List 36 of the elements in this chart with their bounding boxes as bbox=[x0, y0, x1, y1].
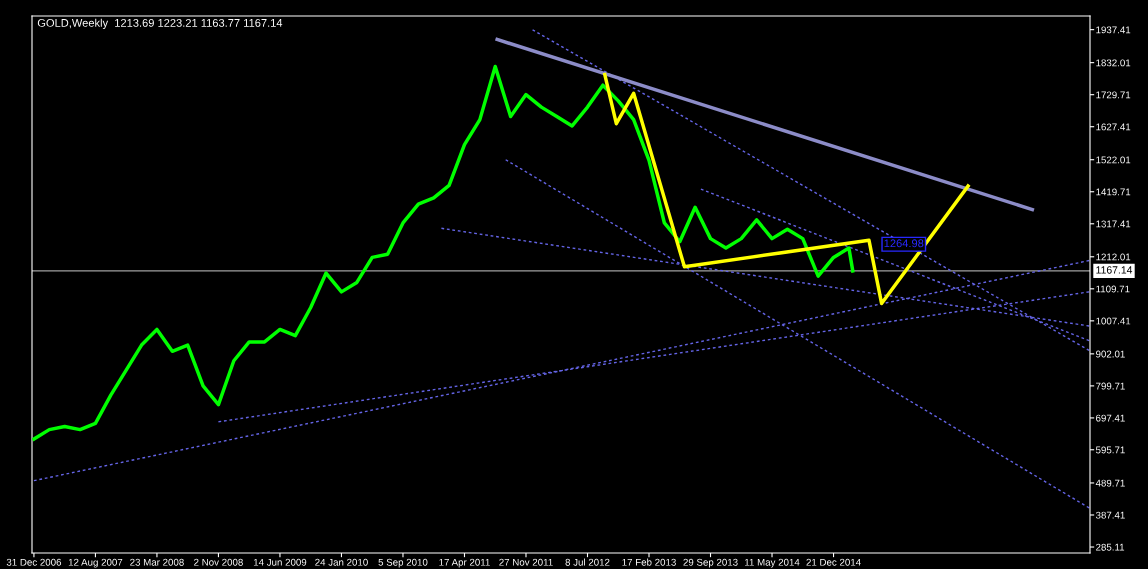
y-tick-label: 697.41 bbox=[1096, 414, 1125, 422]
y-tick-label: 1522.01 bbox=[1096, 156, 1131, 164]
x-tick-label: 2 Nov 2008 bbox=[194, 558, 243, 566]
y-tick-label: 902.01 bbox=[1096, 350, 1125, 358]
x-tick-label: 27 Nov 2011 bbox=[499, 558, 553, 566]
y-tick-label: 489.71 bbox=[1095, 479, 1125, 487]
y-tick-label: 1937.41 bbox=[1096, 26, 1131, 34]
y-tick-label: 1109.71 bbox=[1096, 285, 1130, 293]
ref-line-label: 1167.14 bbox=[1096, 266, 1133, 274]
annotation: 1264.98 bbox=[884, 239, 924, 248]
line-series bbox=[32, 64, 855, 441]
y-tick-label: 1729.71 bbox=[1096, 91, 1131, 99]
line-series bbox=[603, 72, 970, 306]
x-tick-label: 5 Sep 2010 bbox=[378, 558, 428, 568]
x-tick-label: 23 Mar 2008 bbox=[130, 558, 184, 566]
x-tick-label: 24 Jan 2010 bbox=[315, 558, 368, 566]
y-tick-label: 1007.41 bbox=[1096, 317, 1131, 325]
x-tick-label: 14 Jun 2009 bbox=[253, 558, 307, 566]
y-tick-label: 1419.71 bbox=[1096, 188, 1131, 196]
x-tick-label: 8 Jul 2012 bbox=[565, 558, 610, 566]
x-tick-label: 31 Dec 2006 bbox=[6, 558, 62, 566]
x-tick-label: 12 Aug 2007 bbox=[68, 558, 123, 568]
y-tick-label: 1212.01 bbox=[1096, 253, 1131, 261]
x-tick-label: 21 Dec 2014 bbox=[806, 558, 861, 566]
x-tick-label: 17 Feb 2013 bbox=[622, 558, 676, 566]
y-tick-label: 387.41 bbox=[1095, 511, 1125, 519]
x-tick-label: 29 Sep 2013 bbox=[683, 558, 738, 568]
y-tick-label: 595.71 bbox=[1095, 446, 1125, 454]
y-tick-label: 1627.41 bbox=[1096, 123, 1131, 131]
chart-title: GOLD,Weekly 1213.69 1223.21 1163.77 1167.14 bbox=[37, 18, 283, 30]
y-tick-label: 285.11 bbox=[1096, 543, 1125, 551]
x-tick-label: 11 May 2014 bbox=[745, 558, 800, 568]
y-tick-label: 799.71 bbox=[1096, 382, 1125, 390]
x-tick-label: 17 Apr 2011 bbox=[439, 558, 490, 568]
y-tick-label: 1317.41 bbox=[1096, 220, 1131, 228]
y-tick-label: 1832.01 bbox=[1096, 59, 1131, 67]
